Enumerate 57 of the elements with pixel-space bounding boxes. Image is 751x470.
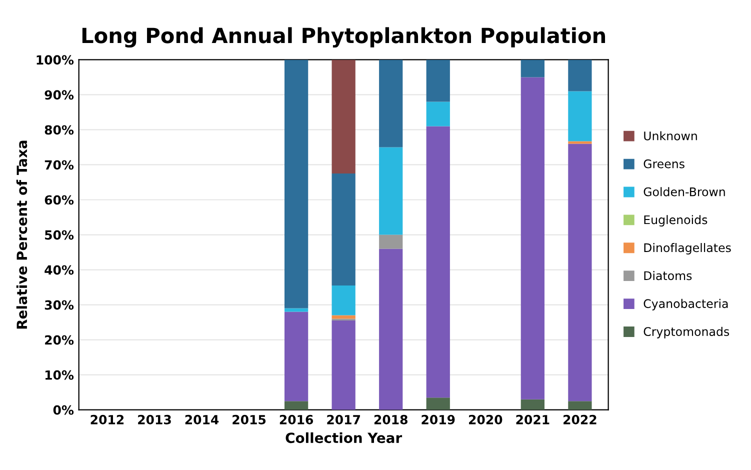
y-tick-label: 40% [44,265,74,275]
y-tick-label: 90% [44,90,74,100]
legend-label: Cryptomonads [644,326,730,338]
bar [379,248,403,410]
legend-label: Unknown [644,131,697,140]
legend-label: Diatoms [644,270,692,280]
bar [426,102,450,126]
bar [426,398,450,410]
y-tick-label: 0% [53,405,74,415]
x-axis-title: Collection Year [286,432,402,444]
y-tick-label: 50% [45,230,74,240]
bar [520,60,544,78]
bar [426,126,450,398]
x-tick-label: 2018 [374,414,408,424]
x-tick-label: 2020 [468,414,502,424]
bar [332,320,356,410]
x-tick-label: 2012 [90,414,124,424]
x-tick-label: 2022 [564,414,596,424]
y-tick-label: 30% [44,300,74,310]
x-tick-label: 2014 [185,414,219,424]
x-tick-label: 2019 [422,414,455,424]
bar [379,60,403,148]
bar [568,144,592,402]
bar [568,60,592,92]
bar [332,315,356,319]
y-tick-label: 20% [45,335,74,345]
bar [568,91,592,142]
bar [332,60,356,174]
legend-label: Cyanobacteria [644,298,728,310]
bar [284,308,308,312]
bar [284,401,308,410]
bar [568,401,592,410]
x-tick-label: 2013 [138,414,171,424]
y-tick-label: 80% [44,125,74,135]
x-tick-label: 2021 [516,414,550,424]
bar [520,77,544,400]
legend-label: Dinoflagellates [644,243,731,254]
legend-label: Golden-Brown [644,187,725,196]
bar [379,234,403,249]
bar [520,399,544,410]
x-tick-label: 2017 [327,414,360,424]
bar [284,60,308,308]
bar [284,312,308,402]
y-tick-label: 70% [44,160,74,170]
x-tick-label: 2015 [232,414,266,424]
x-tick-label: 2016 [280,414,314,424]
y-tick-label: 100% [36,55,74,65]
chart-title: Long Pond Annual Phytoplankton Population [82,27,606,48]
bar [379,147,403,235]
y-tick-label: 60% [44,195,74,205]
y-tick-label: 10% [45,370,74,380]
y-axis-title: Relative Percent of Taxa [16,140,28,329]
legend-label: Greens [644,159,684,168]
bar [426,60,450,102]
bar [332,173,356,286]
bar [332,286,356,316]
legend-label: Euglenoids [644,215,708,226]
